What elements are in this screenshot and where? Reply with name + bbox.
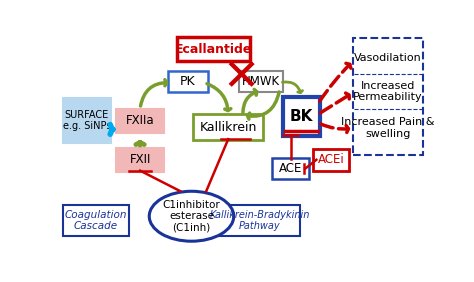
Text: HMWK: HMWK — [242, 75, 280, 88]
Text: ✕: ✕ — [222, 56, 260, 99]
FancyBboxPatch shape — [168, 71, 208, 92]
FancyBboxPatch shape — [116, 148, 164, 172]
FancyBboxPatch shape — [193, 114, 263, 140]
Text: PK: PK — [180, 75, 196, 88]
FancyBboxPatch shape — [272, 158, 309, 179]
Text: FXII: FXII — [129, 153, 151, 166]
Text: BK: BK — [290, 109, 313, 124]
FancyBboxPatch shape — [283, 97, 320, 136]
Text: C1inhibitor
esterase
(C1inh): C1inhibitor esterase (C1inh) — [163, 200, 220, 233]
FancyBboxPatch shape — [353, 38, 423, 155]
FancyBboxPatch shape — [239, 71, 283, 92]
FancyBboxPatch shape — [313, 149, 349, 171]
Text: SURFACE
e.g. SiNPs: SURFACE e.g. SiNPs — [63, 110, 111, 131]
Text: Increased Pain &
swelling: Increased Pain & swelling — [341, 118, 435, 139]
FancyBboxPatch shape — [116, 109, 164, 133]
Text: Ecallantide: Ecallantide — [175, 43, 252, 56]
Text: Increased
Permeability: Increased Permeability — [353, 81, 423, 102]
Text: Kallikrein: Kallikrein — [200, 121, 257, 134]
Text: ACEi: ACEi — [318, 153, 345, 166]
Text: Vasodilation: Vasodilation — [354, 53, 422, 63]
FancyBboxPatch shape — [63, 205, 129, 236]
Text: Coagulation
Cascade: Coagulation Cascade — [65, 210, 127, 231]
Text: FXIIa: FXIIa — [126, 114, 155, 127]
FancyBboxPatch shape — [177, 37, 250, 61]
Text: Kallikrein-Bradykinin
Pathway: Kallikrein-Bradykinin Pathway — [209, 210, 310, 231]
FancyBboxPatch shape — [219, 205, 300, 236]
FancyBboxPatch shape — [63, 98, 110, 144]
Text: ACE: ACE — [279, 162, 302, 175]
Circle shape — [149, 191, 234, 241]
